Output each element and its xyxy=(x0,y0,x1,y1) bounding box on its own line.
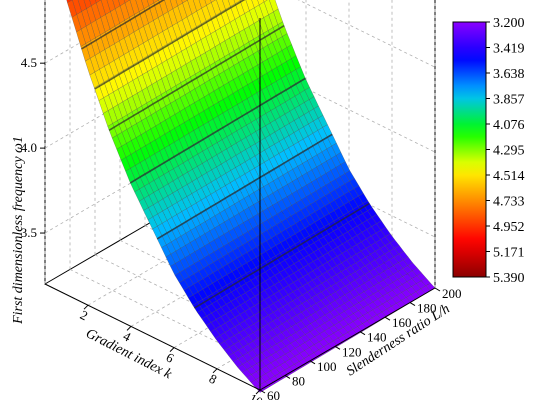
colorbar-tick-label: 5.390 xyxy=(493,271,525,286)
y-tick-label: 120 xyxy=(342,344,362,359)
contour-line xyxy=(81,0,166,50)
z-tick-label: 4.5 xyxy=(21,55,37,70)
y-tick-label: 60 xyxy=(267,388,280,400)
y-tick-label: 80 xyxy=(292,373,305,388)
y-tick-label: 100 xyxy=(317,359,337,374)
contour-line xyxy=(156,133,333,240)
colorbar-tick-label: 3.419 xyxy=(493,42,525,57)
x-tick-label: 10 xyxy=(247,390,265,400)
y-tick-label: 140 xyxy=(367,330,387,345)
colorbar-tick-label: 3.857 xyxy=(493,93,525,108)
y-tick-label: 200 xyxy=(442,286,462,301)
contour-line xyxy=(108,25,285,131)
colorbar-tick-label: 4.952 xyxy=(493,220,525,235)
x-tick-label: 8 xyxy=(207,371,220,387)
axis-ticks: 3.54.04.55.02468106080100120140160180200 xyxy=(21,55,462,400)
surface-plot xyxy=(66,0,436,393)
colorbar-tick-label: 3.638 xyxy=(493,67,525,82)
z-tick-label: 3.5 xyxy=(21,225,37,240)
y-tick-label: 160 xyxy=(392,315,412,330)
colorbar-tick-label: 5.171 xyxy=(493,246,525,261)
x-tick-label: 6 xyxy=(164,349,177,366)
colorbar-tick-label: 4.514 xyxy=(493,169,525,184)
contour-line xyxy=(94,0,246,90)
contour-line xyxy=(193,202,370,309)
x-tick-label: 2 xyxy=(78,307,91,323)
colorbar-tick-label: 4.733 xyxy=(493,195,525,210)
colorbar: 3.200 3.419 3.638 3.857 4.076 4.295 4.514 4.733… xyxy=(452,16,525,286)
colorbar-tick-label: 4.295 xyxy=(493,144,525,159)
colorbar-tick-label: 4.076 xyxy=(493,118,525,133)
colorbar-gradient xyxy=(452,21,487,278)
contour-line xyxy=(129,77,306,184)
axes-box-front xyxy=(44,18,436,391)
z-tick-label: 4.0 xyxy=(21,140,37,155)
y-tick-label: 180 xyxy=(417,301,437,316)
colorbar-tick-label: 3.200 xyxy=(493,16,525,31)
z-axis-label: First dimensionless frequency ω1 xyxy=(11,136,26,325)
